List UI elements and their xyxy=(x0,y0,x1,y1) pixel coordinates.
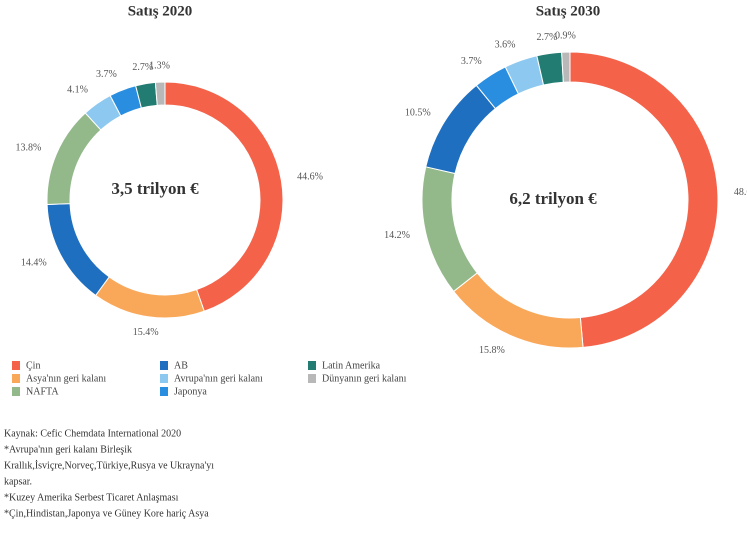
data-label: 10.5% xyxy=(405,108,431,119)
legend-label: Latin Amerika xyxy=(322,360,381,371)
legend-label: Japonya xyxy=(174,386,207,397)
data-label: 1.3% xyxy=(149,60,170,71)
chart-title: Satış 2020 xyxy=(128,3,193,19)
legend-label: AB xyxy=(174,360,188,371)
legend-label: NAFTA xyxy=(26,386,59,397)
source-note: *Avrupa'nın geri kalanı Birleşik xyxy=(4,444,132,455)
center-label: 6,2 trilyon € xyxy=(509,189,597,208)
legend-swatch xyxy=(308,374,316,383)
legend-swatch xyxy=(160,361,168,370)
legend-swatch xyxy=(160,374,168,383)
data-label: 13.8% xyxy=(16,143,42,154)
source-note: Kaynak: Cefic Chemdata International 202… xyxy=(4,428,181,439)
donut-segment xyxy=(421,166,478,293)
donut-segment xyxy=(452,272,584,349)
donut-segment xyxy=(94,276,205,319)
legend-label: Avrupa'nın geri kalanı xyxy=(174,373,263,384)
data-label: 4.1% xyxy=(67,85,88,96)
source-note: *Çin,Hindistan,Japonya ve Güney Kore har… xyxy=(4,508,209,519)
center-label: 3,5 trilyon € xyxy=(111,179,199,198)
legend-label: Asya'nın geri kalanı xyxy=(26,373,106,384)
data-label: 3.6% xyxy=(495,40,516,51)
data-label: 2.7% xyxy=(536,32,557,43)
data-label: 0.9% xyxy=(555,30,576,41)
donut-segment xyxy=(561,51,571,83)
data-label: 2.7% xyxy=(132,62,153,73)
legend-swatch xyxy=(160,387,168,396)
legend-label: Çin xyxy=(26,360,40,371)
data-label: 14.2% xyxy=(384,230,410,241)
data-label: 48.6% xyxy=(734,187,747,198)
data-label: 14.4% xyxy=(21,257,47,268)
data-label: 15.4% xyxy=(133,327,159,338)
source-note: *Kuzey Amerika Serbest Ticaret Anlaşması xyxy=(4,492,179,503)
legend-label: Dünyanın geri kalanı xyxy=(322,373,407,384)
legend-swatch xyxy=(12,374,20,383)
source-note: kapsar. xyxy=(4,476,32,487)
legend-swatch xyxy=(12,361,20,370)
legend-swatch xyxy=(12,387,20,396)
donut-segment xyxy=(569,51,719,348)
data-label: 15.8% xyxy=(479,345,505,356)
donut-segment xyxy=(425,84,497,175)
donut-segment xyxy=(46,112,102,205)
donut-segment xyxy=(154,81,166,106)
chart-title: Satış 2030 xyxy=(536,3,601,19)
source-note: Krallık,İsviçre,Norveç,Türkiye,Rusya ve … xyxy=(4,459,214,471)
legend-swatch xyxy=(308,361,316,370)
data-label: 3.7% xyxy=(96,69,117,80)
data-label: 44.6% xyxy=(297,172,323,183)
donut-segment xyxy=(46,203,110,297)
data-label: 3.7% xyxy=(461,56,482,67)
